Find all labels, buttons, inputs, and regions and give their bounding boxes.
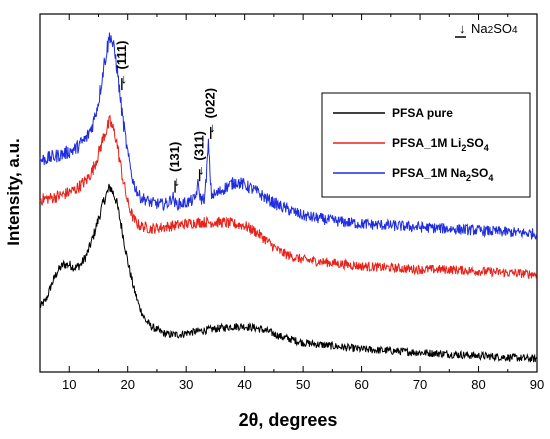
marker-legend-label-part: 4 (512, 25, 518, 36)
legend-label: PFSA_1M Na2SO4 (392, 166, 493, 183)
legend-item-3: PFSA_1M Na2SO4 (333, 166, 493, 183)
series-line (39, 183, 538, 363)
series-group (39, 32, 538, 363)
marker-legend-label-part: SO (493, 21, 512, 36)
legend-label: PFSA pure (392, 106, 453, 120)
x-tick-label: 60 (354, 377, 368, 392)
x-axis-title: 2θ, degrees (239, 410, 338, 430)
marker-legend-label-part: 2 (488, 25, 494, 36)
legend-box (321, 92, 531, 198)
series-2 (39, 114, 537, 279)
peak-label: ← (131) (167, 142, 182, 189)
peak-label: ← (022) (203, 88, 218, 135)
x-tick-label: 40 (237, 377, 251, 392)
plot-border (39, 13, 538, 373)
legend: PFSA pure PFSA_1M Li2SO4 PFSA_1M Na2SO4 (321, 92, 531, 198)
x-axis-tick-labels: 10 20 30 40 50 60 70 80 90 (62, 377, 544, 392)
x-tick-label: 50 (296, 377, 310, 392)
x-axis-ticks (39, 14, 538, 372)
x-tick-label: 70 (413, 377, 427, 392)
series-line (39, 32, 538, 241)
marker-legend-arrow-icon: ↓ (459, 21, 466, 36)
peak-annotation-1: ← (111) (114, 41, 129, 91)
plot-frame (39, 13, 538, 373)
peak-label: ← (111) (114, 41, 129, 87)
peak-annotation-4: ← (022) (203, 88, 218, 139)
marker-legend: ↓ Na2SO4 (455, 21, 518, 38)
x-tick-label: 20 (120, 377, 134, 392)
legend-item-1: PFSA pure (333, 106, 453, 120)
series-line (39, 114, 537, 279)
peak-annotations: ← (111) ← (131) ← (311)← (022) (114, 41, 218, 193)
series-3 (39, 32, 538, 241)
y-axis-title: Intensity, a.u. (4, 138, 23, 245)
x-tick-label: 10 (62, 377, 76, 392)
x-tick-label: 30 (179, 377, 193, 392)
peak-annotation-3: ← (311) (192, 131, 207, 182)
series-1 (39, 183, 538, 363)
legend-label: PFSA_1M Li2SO4 (392, 136, 489, 153)
marker-legend-label-part: Na (471, 21, 488, 36)
peak-label: ← (311) (192, 131, 207, 177)
x-tick-label: 90 (530, 377, 544, 392)
x-tick-label: 80 (471, 377, 485, 392)
peak-annotation-2: ← (131) (167, 142, 182, 193)
marker-legend-label: Na2SO4 (471, 21, 518, 36)
legend-item-2: PFSA_1M Li2SO4 (333, 136, 489, 153)
